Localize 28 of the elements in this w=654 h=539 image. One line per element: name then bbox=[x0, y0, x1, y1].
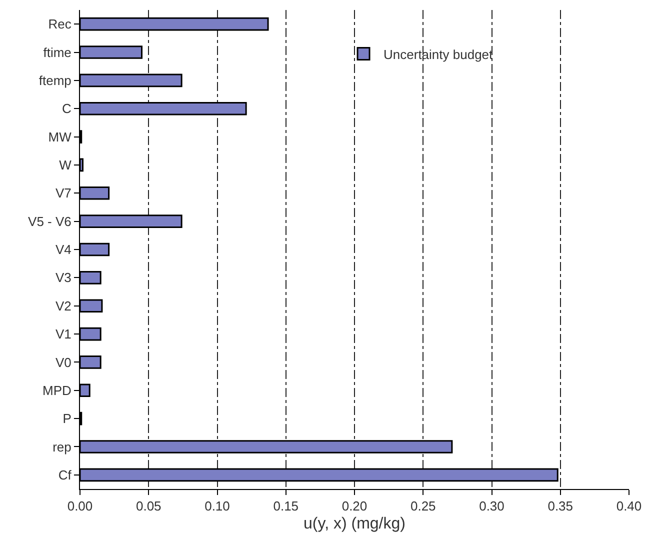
y-tick-label: V2 bbox=[55, 298, 72, 314]
y-tick-label: V0 bbox=[55, 354, 72, 370]
x-tick-label: 0.35 bbox=[548, 498, 574, 514]
x-tick-label: 0.40 bbox=[616, 498, 642, 514]
y-tick-label: ftemp bbox=[38, 72, 72, 88]
y-tick-label: Rec bbox=[48, 16, 72, 32]
x-axis-title: u(y, x) (mg/kg) bbox=[304, 515, 406, 532]
y-tick-label: C bbox=[62, 101, 72, 116]
y-tick-label: V7 bbox=[55, 186, 72, 201]
legend-label: Uncertainty budget bbox=[384, 46, 494, 62]
x-tick-label: 0.10 bbox=[204, 498, 230, 514]
y-tick-label: ftime bbox=[43, 44, 72, 60]
x-tick-label: 0.25 bbox=[410, 498, 436, 514]
y-tick-label: V1 bbox=[55, 326, 72, 342]
y-tick-label: rep bbox=[52, 439, 72, 454]
y-tick-label: P bbox=[62, 411, 72, 426]
y-tick-label: V3 bbox=[55, 270, 72, 286]
x-tick-label: 0.15 bbox=[273, 498, 299, 514]
y-tick-label: V5 - V6 bbox=[28, 214, 72, 229]
x-tick-label: 0.20 bbox=[342, 498, 368, 514]
x-tick-label: 0.00 bbox=[67, 498, 93, 514]
y-tick-label: MW bbox=[48, 129, 72, 144]
x-tick-label: 0.30 bbox=[479, 498, 504, 514]
y-tick-label: V4 bbox=[55, 242, 72, 258]
x-tick-label: 0.05 bbox=[136, 498, 162, 514]
y-tick-label: MPD bbox=[42, 382, 72, 398]
y-tick-label: Cf bbox=[58, 467, 72, 482]
y-tick-label: W bbox=[59, 158, 72, 173]
